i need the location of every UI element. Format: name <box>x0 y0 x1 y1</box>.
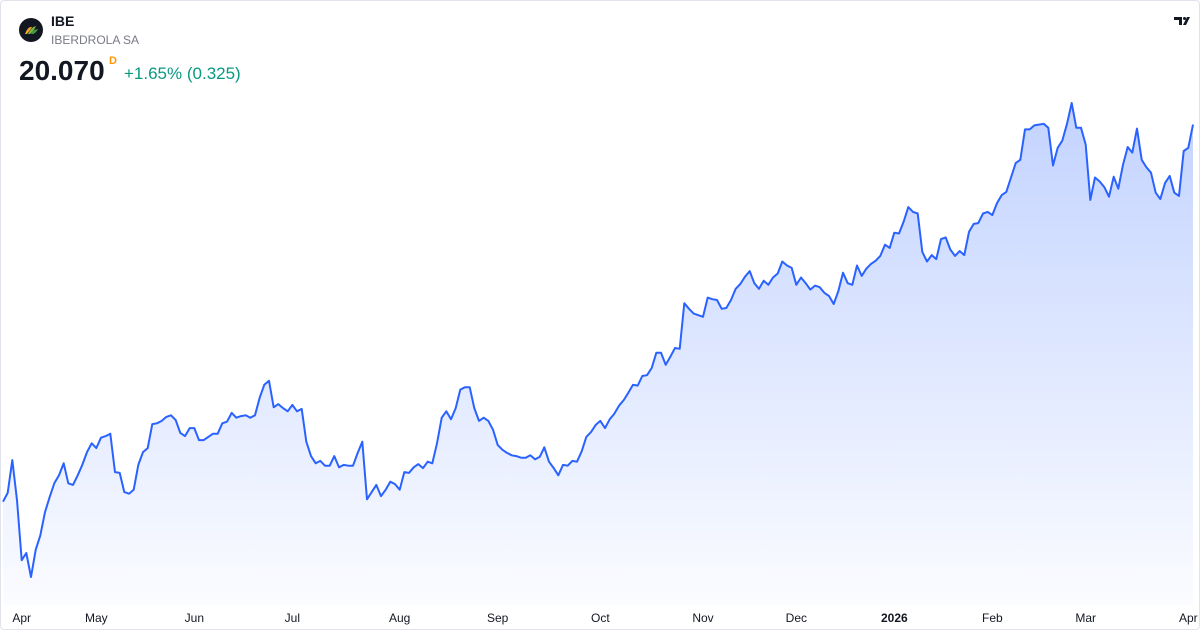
x-tick-label: Feb <box>982 611 1003 625</box>
x-tick-label: Oct <box>591 611 610 625</box>
company-logo[interactable] <box>19 18 43 42</box>
symbol[interactable]: IBE <box>51 13 75 29</box>
x-tick-label: Dec <box>786 611 807 625</box>
x-tick-label: 2026 <box>881 611 908 625</box>
company-name: IBERDROLA SA <box>51 33 140 47</box>
x-tick-label: Nov <box>692 611 713 625</box>
x-tick-label: Mar <box>1075 611 1096 625</box>
last-price: 20.070 <box>19 55 105 86</box>
x-tick-label: Jul <box>285 611 300 625</box>
price-line <box>2 102 1194 578</box>
x-tick-label: Aug <box>389 611 410 625</box>
x-tick-label: Sep <box>487 611 509 625</box>
price-flag: D <box>109 55 117 67</box>
x-tick-label: Apr <box>1179 611 1198 625</box>
tradingview-logo[interactable] <box>1170 9 1196 33</box>
area-fill <box>3 103 1193 605</box>
x-tick-label: May <box>85 611 108 625</box>
price-change: +1.65% (0.325) <box>124 64 241 83</box>
x-tick-label: Apr <box>12 611 31 625</box>
x-tick-label: Jun <box>185 611 204 625</box>
